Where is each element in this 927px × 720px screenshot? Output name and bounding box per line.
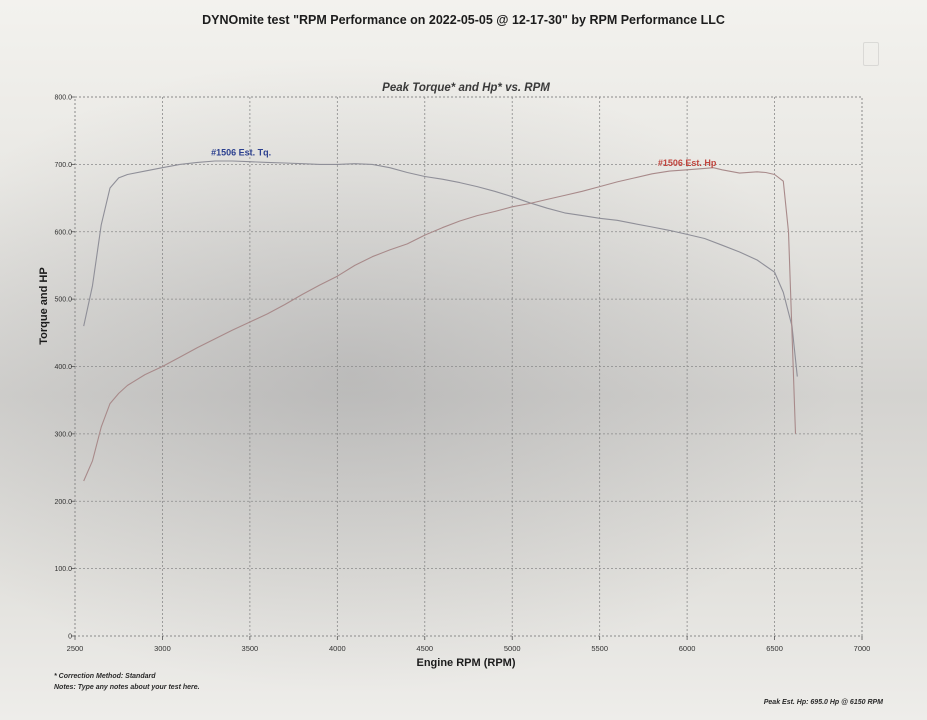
x-tick-label: 2500 bbox=[67, 644, 84, 653]
chart-series bbox=[83, 160, 798, 482]
x-tick-label: 5500 bbox=[591, 644, 608, 653]
plot-border bbox=[74, 96, 863, 637]
x-tick-label: 4000 bbox=[329, 644, 346, 653]
y-tick-label: 0 bbox=[68, 634, 72, 641]
x-axis-label: Engine RPM (RPM) bbox=[416, 657, 516, 669]
x-tick-label: 4500 bbox=[416, 644, 433, 653]
x-tick-label: 6000 bbox=[679, 644, 696, 653]
y-tick-label: 200.0 bbox=[54, 499, 72, 506]
hp-line bbox=[83, 167, 797, 482]
x-tick-label: 3000 bbox=[154, 644, 171, 653]
y-tick-label: 700.0 bbox=[54, 162, 72, 169]
chart-series-labels: #1506 Est. Tq. #1506 Est. Hp bbox=[211, 148, 717, 168]
hp-series-label: #1506 Est. Hp bbox=[658, 158, 717, 168]
y-tick-label: 600.0 bbox=[54, 229, 72, 236]
page-title: DYNOmite test "RPM Performance on 2022-0… bbox=[202, 13, 725, 27]
chart-title: Peak Torque* and Hp* vs. RPM bbox=[382, 82, 550, 94]
x-tick-label: 3500 bbox=[242, 644, 259, 653]
x-tick-label: 6500 bbox=[766, 644, 783, 653]
y-tick-label: 800.0 bbox=[54, 95, 72, 102]
chart-axes: 2500 3000 3500 4000 4500 5000 5500 6000 6500 7000… bbox=[54, 95, 870, 654]
x-tick-label: 5000 bbox=[504, 644, 521, 653]
torque-series-label: #1506 Est. Tq. bbox=[211, 148, 271, 158]
y-axis-label: Torque and HP bbox=[38, 267, 50, 345]
y-tick-label: 300.0 bbox=[54, 431, 72, 438]
paper-mark bbox=[863, 42, 879, 66]
notes-text: Notes: Type any notes about your test he… bbox=[54, 684, 200, 691]
x-tick-label: 7000 bbox=[854, 644, 871, 653]
torque-line bbox=[83, 160, 798, 377]
correction-note: * Correction Method: Standard bbox=[54, 673, 156, 680]
y-tick-label: 400.0 bbox=[54, 364, 72, 371]
chart-grid bbox=[74, 96, 863, 637]
y-tick-label: 500.0 bbox=[54, 297, 72, 304]
y-tick-label: 100.0 bbox=[54, 566, 72, 573]
peak-hp-text: Peak Est. Hp: 695.0 Hp @ 6150 RPM bbox=[763, 699, 883, 706]
